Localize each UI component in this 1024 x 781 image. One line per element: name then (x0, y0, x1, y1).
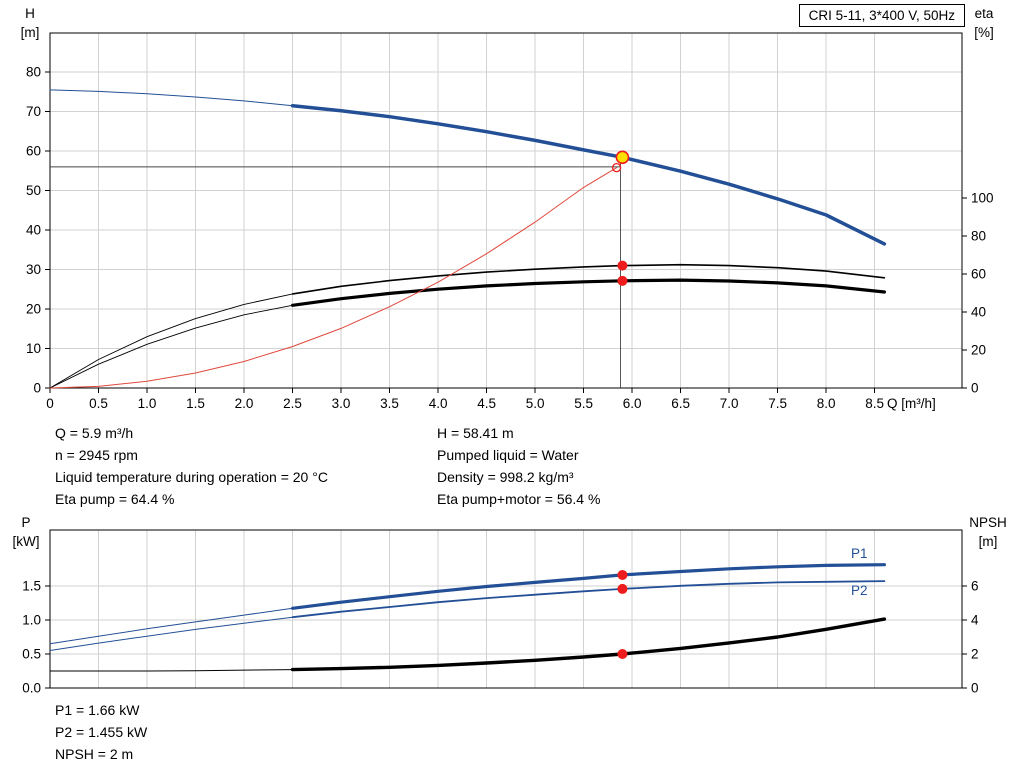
npsh-curve (290, 617, 887, 672)
svg-text:60: 60 (26, 144, 41, 159)
info-eta-pump-motor: Eta pump+motor = 56.4 % (437, 491, 601, 507)
svg-text:4: 4 (971, 612, 979, 627)
power-axis-title: P [kW] (4, 513, 48, 551)
eta-pump-motor-curve (291, 278, 887, 307)
p1-series-label: P1 (851, 546, 868, 561)
svg-text:0.5: 0.5 (89, 396, 108, 411)
chart-title: CRI 5-11, 3*400 V, 50Hz (798, 4, 965, 27)
svg-text:7.5: 7.5 (768, 396, 787, 411)
system-curve-end (611, 163, 622, 173)
system-curve (49, 167, 618, 389)
info-flow: Q = 5.9 m³/h (55, 425, 134, 441)
power-axis-unit: [kW] (12, 534, 40, 549)
head-curve (49, 89, 294, 107)
power-npsh-chart: 0.0 0.5 1.0 1.5 0 2 4 6 (22, 529, 979, 696)
svg-text:4.0: 4.0 (429, 396, 448, 411)
svg-text:2.0: 2.0 (235, 396, 254, 411)
svg-text:50: 50 (26, 183, 41, 198)
p2-curve (49, 616, 294, 651)
svg-text:8.0: 8.0 (817, 396, 836, 411)
result-npsh: NPSH = 2 m (55, 746, 134, 762)
head-curve (290, 103, 887, 246)
svg-text:1.0: 1.0 (138, 396, 157, 411)
eta-pump-motor-curve (49, 304, 294, 389)
performance-chart: 0 10 20 30 40 50 60 70 80 0 20 40 60 80 100 0 0.5 1.0 1.5 2… (26, 32, 994, 411)
eta-axis-title: eta [%] (964, 4, 1004, 42)
svg-text:6: 6 (971, 578, 979, 593)
flow-axis-label: Q [m³/h] (887, 396, 936, 411)
svg-text:40: 40 (971, 304, 986, 319)
info-speed: n = 2945 rpm (55, 447, 138, 463)
eta-pump-curve (291, 263, 886, 295)
result-p2: P2 = 1.455 kW (55, 724, 148, 740)
npsh-axis-unit: [m] (978, 534, 998, 549)
info-pumped-liquid: Pumped liquid = Water (437, 447, 579, 463)
p2-curve (291, 580, 886, 619)
svg-text:20: 20 (26, 302, 41, 317)
svg-text:5.0: 5.0 (526, 396, 545, 411)
eta-pump-motor-point (617, 275, 628, 286)
svg-text:60: 60 (971, 266, 986, 281)
svg-text:1.5: 1.5 (22, 578, 41, 593)
npsh-curve (49, 669, 294, 672)
info-eta-pump: Eta pump = 64.4 % (55, 491, 175, 507)
svg-text:70: 70 (26, 104, 41, 119)
p1-curve (49, 607, 294, 645)
svg-text:0.0: 0.0 (22, 681, 41, 696)
svg-text:30: 30 (26, 262, 41, 277)
svg-text:0: 0 (971, 381, 979, 396)
svg-text:3.0: 3.0 (332, 396, 351, 411)
svg-text:1.5: 1.5 (186, 396, 205, 411)
info-density: Density = 998.2 kg/m³ (437, 469, 574, 485)
head-axis-unit: [m] (20, 25, 40, 40)
duty-point (615, 150, 630, 165)
eta-pump-point (617, 260, 628, 271)
eta-axis-unit: [%] (974, 25, 994, 40)
info-head: H = 58.41 m (437, 425, 514, 441)
head-axis-title: H [m] (10, 4, 50, 42)
eta-pump-curve (49, 293, 294, 389)
svg-text:4.5: 4.5 (477, 396, 496, 411)
power-axis-name: P (21, 515, 31, 530)
svg-text:40: 40 (26, 223, 41, 238)
p2-point (617, 583, 628, 594)
svg-text:7.0: 7.0 (720, 396, 739, 411)
svg-text:20: 20 (971, 342, 986, 357)
svg-text:0: 0 (971, 681, 979, 696)
p1-point (617, 569, 628, 580)
result-p1: P1 = 1.66 kW (55, 702, 140, 718)
svg-text:8.5: 8.5 (865, 396, 884, 411)
svg-text:1.0: 1.0 (22, 612, 41, 627)
p1-curve (291, 563, 887, 610)
svg-text:0: 0 (33, 381, 41, 396)
npsh-axis-name: NPSH (969, 515, 1007, 530)
p2-series-label: P2 (851, 583, 868, 598)
info-liquid-temperature: Liquid temperature during operation = 20… (55, 469, 328, 485)
svg-text:6.5: 6.5 (671, 396, 690, 411)
svg-text:0.5: 0.5 (22, 646, 41, 661)
svg-text:6.0: 6.0 (623, 396, 642, 411)
svg-text:100: 100 (971, 190, 994, 205)
eta-axis-name: eta (974, 6, 994, 21)
svg-text:3.5: 3.5 (380, 396, 399, 411)
npsh-point (617, 648, 628, 659)
svg-text:2.5: 2.5 (283, 396, 302, 411)
svg-text:5.5: 5.5 (574, 396, 593, 411)
npsh-axis-title: NPSH [m] (962, 513, 1014, 551)
svg-text:10: 10 (26, 341, 41, 356)
svg-text:2: 2 (971, 646, 979, 661)
svg-text:0: 0 (46, 396, 54, 411)
svg-text:80: 80 (971, 228, 986, 243)
svg-text:80: 80 (26, 65, 41, 80)
head-axis-name: H (25, 6, 35, 21)
